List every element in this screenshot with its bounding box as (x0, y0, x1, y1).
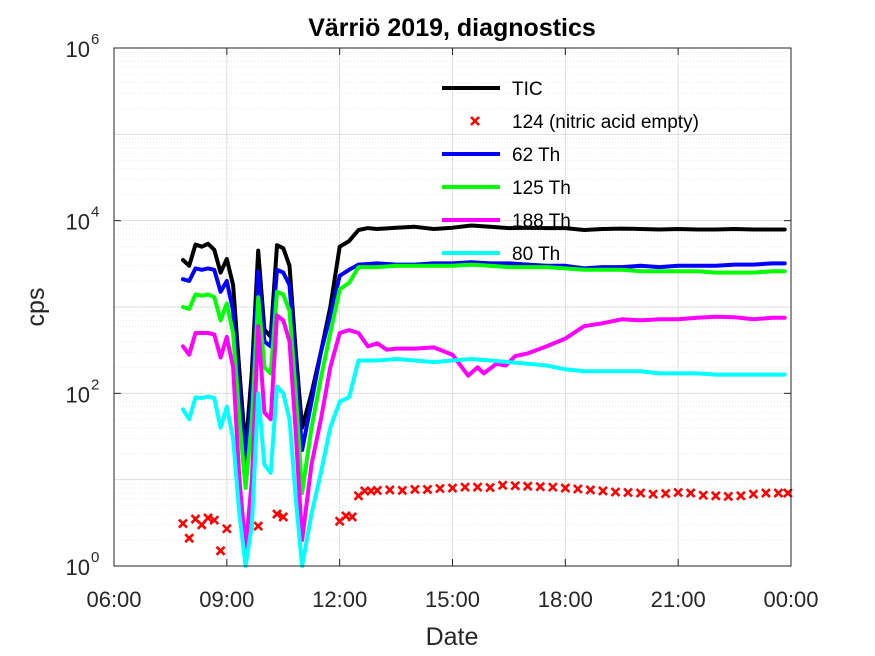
tick-marks (113, 47, 792, 567)
legend-entry: 124 (nitric acid empty) (470, 112, 699, 133)
x-tick-label: 15:00 (425, 587, 480, 612)
data-point-marker (384, 485, 395, 495)
x-tick-label: 09:00 (199, 587, 254, 612)
data-point-marker (710, 490, 721, 501)
data-point-marker (585, 485, 596, 495)
legend-entry: 80 Th (442, 244, 560, 265)
legend-label: 124 (nitric acid empty) (512, 112, 699, 133)
data-point-marker (648, 489, 659, 500)
legend-label: 62 Th (512, 145, 560, 166)
x-tick-label: 12:00 (312, 587, 367, 612)
series-2 (181, 260, 787, 467)
data-point-marker (178, 518, 188, 529)
x-tick-label: 06:00 (86, 587, 141, 612)
data-point-marker (372, 485, 383, 496)
data-point-marker (685, 488, 696, 498)
data-point-marker (510, 480, 521, 491)
series-line (181, 262, 787, 495)
legend: TIC 124 (nitric acid empty) 62 Th 125 Th 188… (442, 79, 699, 265)
data-point-marker (623, 487, 633, 498)
legend-label: 125 Th (512, 178, 571, 199)
data-point-marker (535, 481, 546, 492)
x-axis-tick-labels: 06:00 09:00 12:00 15:00 18:00 21:00 00:00 (86, 587, 818, 612)
data-point-marker (635, 488, 646, 498)
data-point-marker (272, 509, 282, 519)
data-point-marker (215, 545, 226, 556)
data-point-marker (447, 483, 458, 493)
legend-entry: 188 Th (442, 211, 571, 232)
x-tick-label: 21:00 (651, 587, 706, 612)
data-point-marker (660, 488, 671, 499)
y-tick-label-base: 10 (66, 210, 90, 235)
y-tick-label-exponent: 2 (91, 376, 99, 393)
legend-swatch-marker (470, 116, 480, 126)
y-axis-label: cps (22, 288, 50, 327)
plot-series (178, 223, 793, 568)
y-tick-label-exponent: 4 (91, 204, 99, 221)
series-0 (181, 223, 787, 453)
data-point-marker (485, 482, 496, 493)
series-3 (181, 262, 787, 495)
series-line (181, 357, 787, 568)
data-point-marker (560, 483, 571, 493)
data-point-marker (761, 488, 771, 498)
series-5 (181, 357, 787, 568)
data-point-marker (673, 487, 684, 498)
data-point-marker (698, 490, 709, 501)
data-point-marker (203, 513, 213, 523)
data-point-marker (723, 491, 734, 502)
y-tick-label-base: 10 (66, 382, 90, 407)
data-point-marker (347, 512, 358, 522)
data-point-marker (748, 489, 759, 500)
chart-title: Värriö 2019, diagnostics (308, 14, 596, 42)
data-point-marker (278, 512, 289, 522)
data-point-marker (221, 523, 232, 534)
legend-entry: TIC (442, 79, 543, 100)
data-point-marker (435, 483, 445, 494)
series-line (181, 223, 787, 453)
x-tick-label: 00:00 (763, 587, 818, 612)
data-point-marker (572, 484, 583, 494)
data-point-marker (409, 484, 420, 495)
legend-label: 188 Th (512, 211, 571, 232)
data-point-marker (397, 485, 408, 496)
data-point-marker (610, 487, 621, 497)
x-tick-label: 18:00 (538, 587, 593, 612)
data-point-marker (522, 481, 533, 492)
x-axis-label: Date (426, 623, 479, 651)
data-point-marker (209, 515, 220, 526)
y-tick-label-exponent: 0 (91, 549, 99, 566)
data-point-marker (253, 521, 264, 531)
y-tick-label-base: 10 (66, 555, 90, 580)
legend-label: TIC (512, 79, 543, 100)
data-point-marker (773, 488, 784, 498)
data-point-marker (547, 482, 558, 493)
series-line (181, 260, 787, 467)
data-point-marker (497, 480, 508, 491)
series-4 (181, 313, 787, 551)
y-tick-label-exponent: 6 (91, 31, 99, 48)
legend-label: 80 Th (512, 244, 560, 265)
series-line (181, 313, 787, 551)
series-1 (178, 480, 793, 556)
data-point-marker (422, 484, 433, 495)
data-point-marker (598, 486, 608, 496)
data-point-marker (472, 482, 483, 493)
y-tick-label-base: 10 (66, 37, 90, 62)
data-point-marker (460, 482, 470, 493)
legend-entry: 62 Th (442, 145, 560, 166)
legend-entry: 125 Th (442, 178, 571, 199)
data-point-marker (184, 533, 195, 544)
data-point-marker (735, 490, 746, 501)
